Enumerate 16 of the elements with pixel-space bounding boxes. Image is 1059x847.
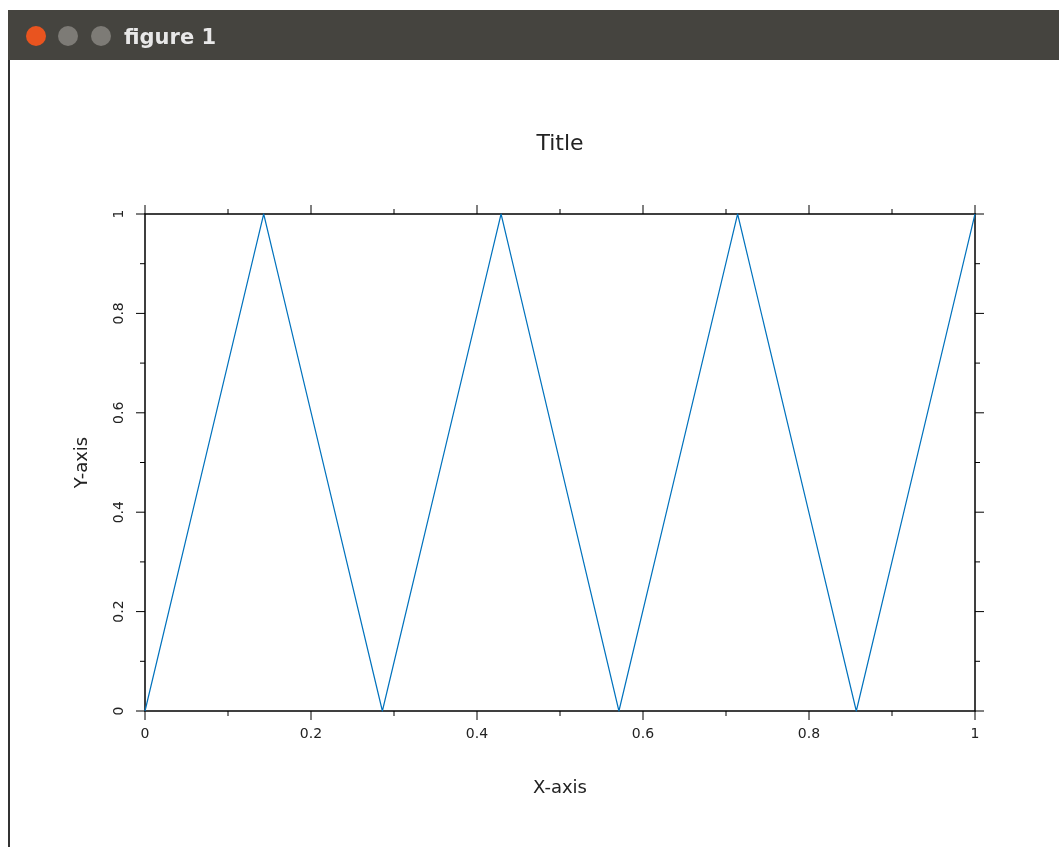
caption: figure 1 — [124, 25, 217, 49]
chart-title: Title — [535, 130, 584, 155]
y-tick-label: 0 — [110, 706, 126, 716]
x-tick-label: 0 — [140, 725, 150, 741]
x-tick-label: 0.8 — [797, 725, 821, 741]
y-tick-label: 1 — [110, 209, 126, 219]
y-tick-label: 0.4 — [110, 500, 126, 524]
y-tick-label: 0.6 — [110, 401, 126, 424]
x-tick-label: 0.6 — [631, 725, 655, 741]
x-axis-title: X-axis — [533, 776, 587, 797]
x-tick-label: 0.4 — [465, 725, 489, 741]
y-tick-label: 0.8 — [110, 302, 126, 325]
x-tick-label: 1 — [970, 725, 980, 741]
y-axis-title: Y-axis — [70, 436, 91, 490]
y-tick-label: 0.2 — [110, 600, 126, 623]
x-tick-label: 0.2 — [299, 725, 323, 741]
